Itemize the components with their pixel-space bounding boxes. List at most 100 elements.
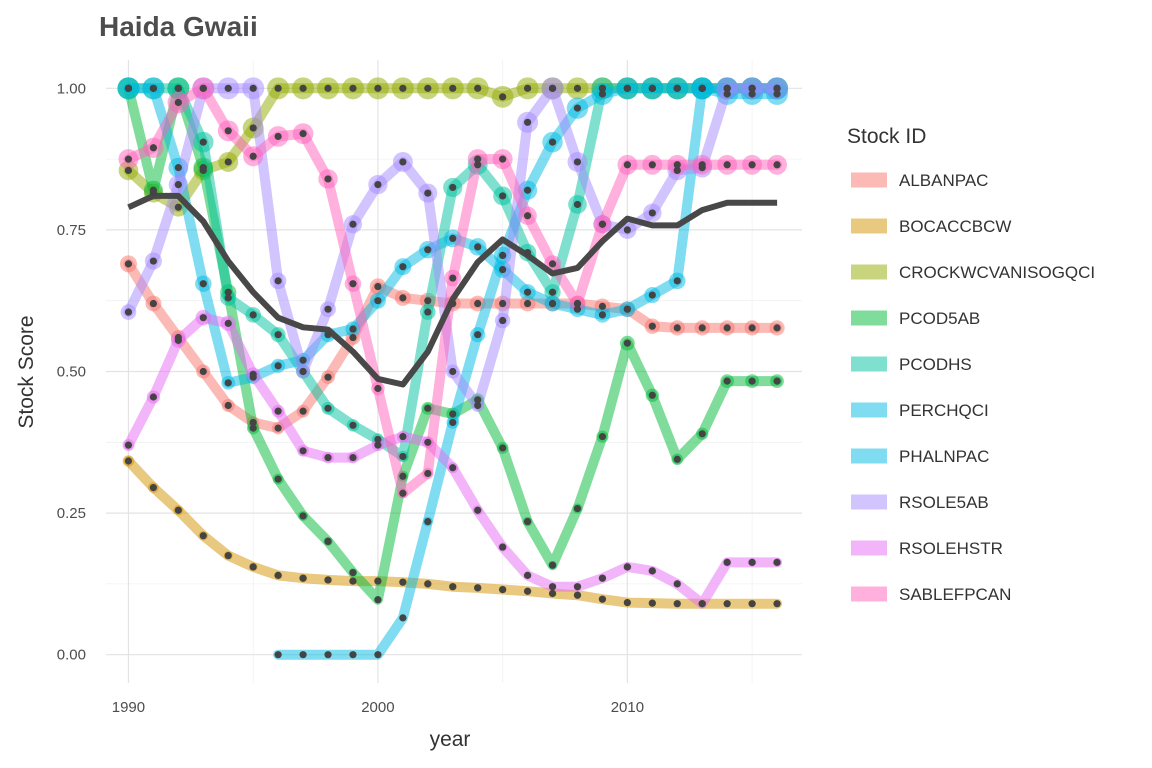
data-point — [149, 84, 157, 92]
data-point — [324, 404, 332, 412]
data-point — [623, 339, 631, 347]
data-point — [424, 84, 432, 92]
data-point — [673, 84, 681, 92]
data-point — [174, 84, 182, 92]
data-point — [174, 336, 182, 344]
data-point — [374, 297, 382, 305]
data-point — [773, 558, 781, 566]
data-point — [523, 186, 532, 194]
data-point — [224, 127, 232, 135]
data-point — [349, 577, 357, 585]
legend-label: RSOLE5AB — [899, 493, 989, 512]
data-point — [474, 155, 482, 163]
data-points — [124, 84, 781, 659]
data-point — [324, 84, 332, 92]
legend-item-albanpac: ALBANPAC — [851, 171, 988, 190]
data-point — [548, 589, 557, 598]
data-point — [349, 453, 357, 462]
legend-item-pcod5ab: PCOD5AB — [851, 309, 980, 328]
data-point — [598, 595, 607, 603]
data-point — [299, 574, 307, 582]
data-point — [723, 600, 731, 608]
data-point — [199, 314, 207, 322]
data-point — [224, 288, 232, 296]
data-point — [424, 580, 432, 588]
data-point — [399, 578, 407, 586]
data-point — [199, 164, 207, 172]
data-point — [748, 84, 756, 92]
data-point — [424, 308, 432, 316]
data-point — [349, 651, 357, 659]
data-point — [424, 469, 432, 478]
data-point — [324, 651, 332, 659]
data-point — [449, 464, 457, 472]
x-tick-label: 2000 — [361, 699, 394, 716]
data-point — [174, 98, 182, 107]
legend-label: ALBANPAC — [899, 171, 988, 190]
legend-key — [851, 448, 887, 464]
data-point — [474, 584, 482, 592]
data-point — [224, 84, 232, 92]
data-point — [474, 331, 482, 339]
data-point — [324, 373, 332, 381]
data-point — [324, 576, 332, 584]
data-point — [324, 305, 332, 313]
data-point — [773, 84, 781, 92]
data-point — [598, 433, 607, 441]
data-point — [623, 598, 631, 607]
data-point — [723, 84, 731, 92]
data-point — [374, 435, 382, 444]
data-point — [224, 401, 232, 410]
data-point — [424, 246, 432, 254]
legend-item-sablefpcan: SABLEFPCAN — [851, 585, 1011, 604]
legend-item-perchqci: PERCHQCI — [851, 401, 989, 420]
data-point — [149, 299, 157, 308]
data-point — [723, 161, 731, 169]
data-point — [274, 475, 282, 483]
legend-key — [851, 402, 887, 418]
data-point — [299, 367, 307, 376]
data-point — [249, 124, 257, 132]
data-point — [499, 316, 507, 325]
data-point — [374, 596, 382, 604]
data-point — [598, 84, 607, 92]
data-point — [598, 90, 607, 98]
data-point — [299, 130, 307, 138]
summary-line — [127, 192, 778, 388]
data-point — [573, 305, 582, 313]
data-point — [748, 600, 756, 608]
data-point — [449, 274, 457, 282]
data-point — [449, 367, 457, 376]
legend-label: BOCACCBCW — [899, 217, 1011, 236]
data-point — [723, 558, 731, 566]
data-point — [573, 158, 582, 166]
data-point — [474, 84, 482, 92]
data-point — [773, 324, 781, 332]
data-point — [773, 161, 781, 169]
legend-key — [851, 586, 887, 602]
data-point — [399, 452, 407, 461]
data-point — [474, 401, 482, 410]
data-point — [623, 305, 631, 313]
data-point — [249, 152, 257, 160]
legend-label: PHALNPAC — [899, 447, 989, 466]
data-point — [723, 377, 731, 385]
data-point — [773, 600, 781, 608]
legend-label: CROCKWCVANISOGQCI — [899, 263, 1095, 282]
data-point — [673, 580, 681, 588]
data-point — [573, 104, 582, 112]
data-point — [374, 384, 382, 393]
legend-key — [851, 356, 887, 372]
data-point — [723, 324, 731, 332]
legend-key — [851, 494, 887, 510]
legend-label: SABLEFPCAN — [899, 585, 1011, 604]
data-point — [523, 288, 532, 296]
data-point — [324, 175, 332, 183]
data-point — [474, 299, 482, 308]
data-point — [523, 517, 532, 526]
data-point — [698, 84, 706, 92]
legend-key — [851, 310, 887, 326]
legend-key — [851, 264, 887, 280]
data-point — [374, 181, 382, 189]
data-point — [623, 563, 631, 571]
